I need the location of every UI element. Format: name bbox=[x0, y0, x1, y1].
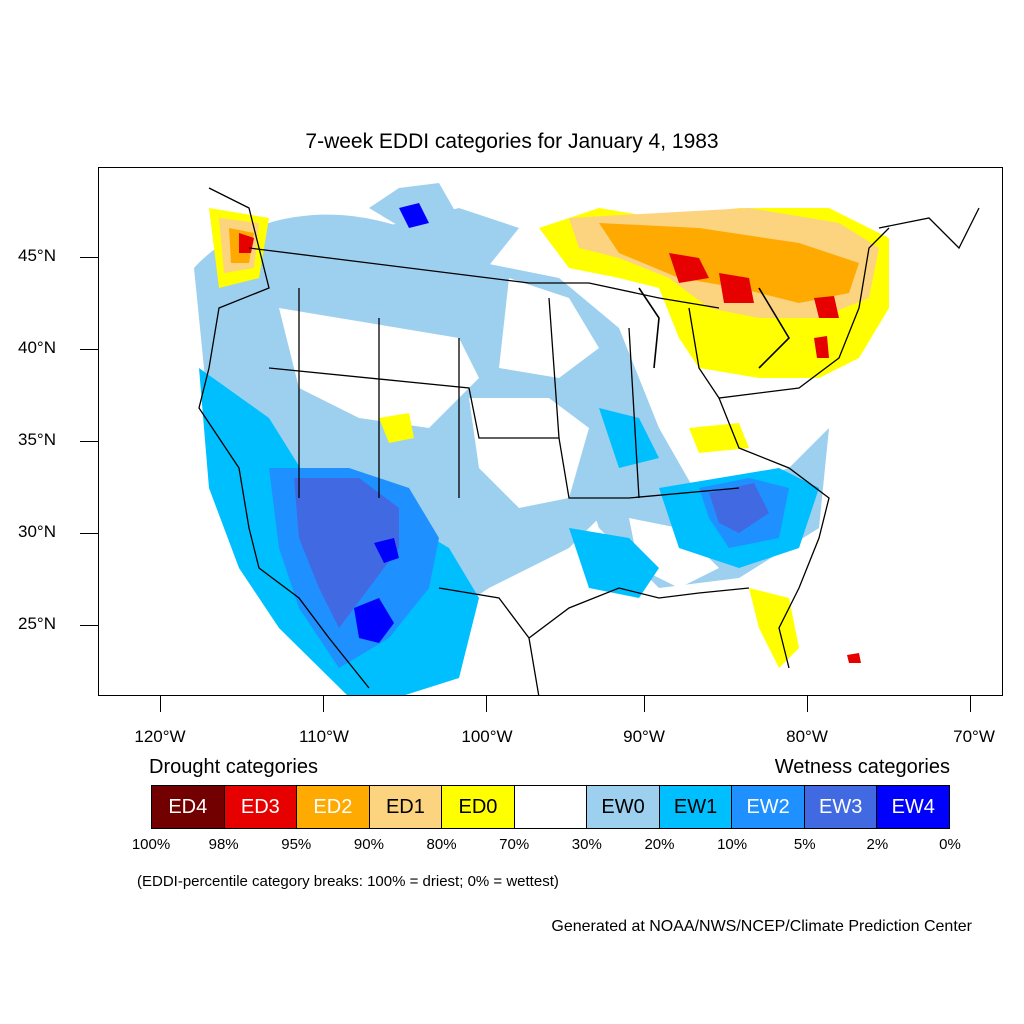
percentile-label: 90% bbox=[353, 836, 384, 853]
legend-box-ew4: EW4 bbox=[877, 786, 950, 828]
credit-line: Generated at NOAA/NWS/NCEP/Climate Predi… bbox=[551, 918, 972, 935]
percentile-label: 2% bbox=[866, 836, 889, 853]
ed3-region bbox=[239, 233, 861, 663]
wetness-heading: Wetness categories bbox=[774, 756, 950, 778]
percentile-label: 98% bbox=[208, 836, 239, 853]
lat-label-45n: 45°N bbox=[18, 246, 56, 265]
lon-tick bbox=[644, 696, 645, 712]
legend-box-ed4: ED4 bbox=[152, 786, 225, 828]
legend-box-ew0: EW0 bbox=[587, 786, 660, 828]
lat-tick bbox=[80, 257, 98, 258]
legend-note: (EDDI-percentile category breaks: 100% =… bbox=[137, 873, 559, 890]
percentile-label: 20% bbox=[644, 836, 675, 853]
lon-tick bbox=[807, 696, 808, 712]
lon-tick bbox=[970, 696, 971, 712]
ew3-region bbox=[294, 478, 769, 628]
lon-label-100w: 100°W bbox=[461, 727, 513, 746]
lat-tick bbox=[80, 533, 98, 534]
lat-label-30n: 30°N bbox=[18, 522, 56, 541]
lon-label-70w: 70°W bbox=[953, 727, 995, 746]
legend-box-ed1: ED1 bbox=[369, 786, 443, 828]
legend-box-ed0: ED0 bbox=[442, 786, 515, 828]
lat-tick bbox=[80, 441, 98, 442]
lon-label-90w: 90°W bbox=[623, 727, 665, 746]
lat-label-40n: 40°N bbox=[18, 338, 56, 357]
eddi-map bbox=[98, 167, 1003, 696]
lon-tick bbox=[486, 696, 487, 712]
percentile-label: 70% bbox=[499, 836, 530, 853]
lon-tick bbox=[323, 696, 324, 712]
legend-box-ed3: ED3 bbox=[224, 786, 298, 828]
lon-label-110w: 110°W bbox=[299, 727, 349, 746]
percentile-label: 80% bbox=[426, 836, 457, 853]
legend-box-ed2: ED2 bbox=[297, 786, 370, 828]
map-title: 7-week EDDI categories for January 4, 19… bbox=[305, 130, 719, 153]
lat-label-35n: 35°N bbox=[18, 430, 56, 449]
lon-label-120w: 120°W bbox=[134, 727, 186, 746]
percentile-label: 5% bbox=[793, 836, 816, 853]
percentile-label: 30% bbox=[571, 836, 602, 853]
boundaries bbox=[198, 187, 980, 695]
percentile-label: 0% bbox=[939, 836, 961, 853]
percentile-label: 95% bbox=[281, 836, 312, 853]
lon-label-80w: 80°W bbox=[786, 727, 828, 746]
lat-tick bbox=[80, 625, 98, 626]
percentile-label: 100% bbox=[131, 836, 171, 853]
legend-box-ew3: EW3 bbox=[804, 786, 878, 828]
ew4-region bbox=[354, 203, 429, 643]
lat-label-25n: 25°N bbox=[18, 614, 56, 633]
lat-tick bbox=[80, 349, 98, 350]
lon-tick bbox=[160, 696, 161, 712]
legend-box-ew1: EW1 bbox=[659, 786, 733, 828]
percentile-label: 10% bbox=[717, 836, 748, 853]
category-legend: ED4 ED3 ED2 ED1 ED0 EW0 EW1 EW2 EW3 EW4 bbox=[151, 785, 950, 829]
legend-box-ew2: EW2 bbox=[732, 786, 805, 828]
drought-heading: Drought categories bbox=[149, 756, 318, 778]
legend-box-normal bbox=[514, 786, 588, 828]
